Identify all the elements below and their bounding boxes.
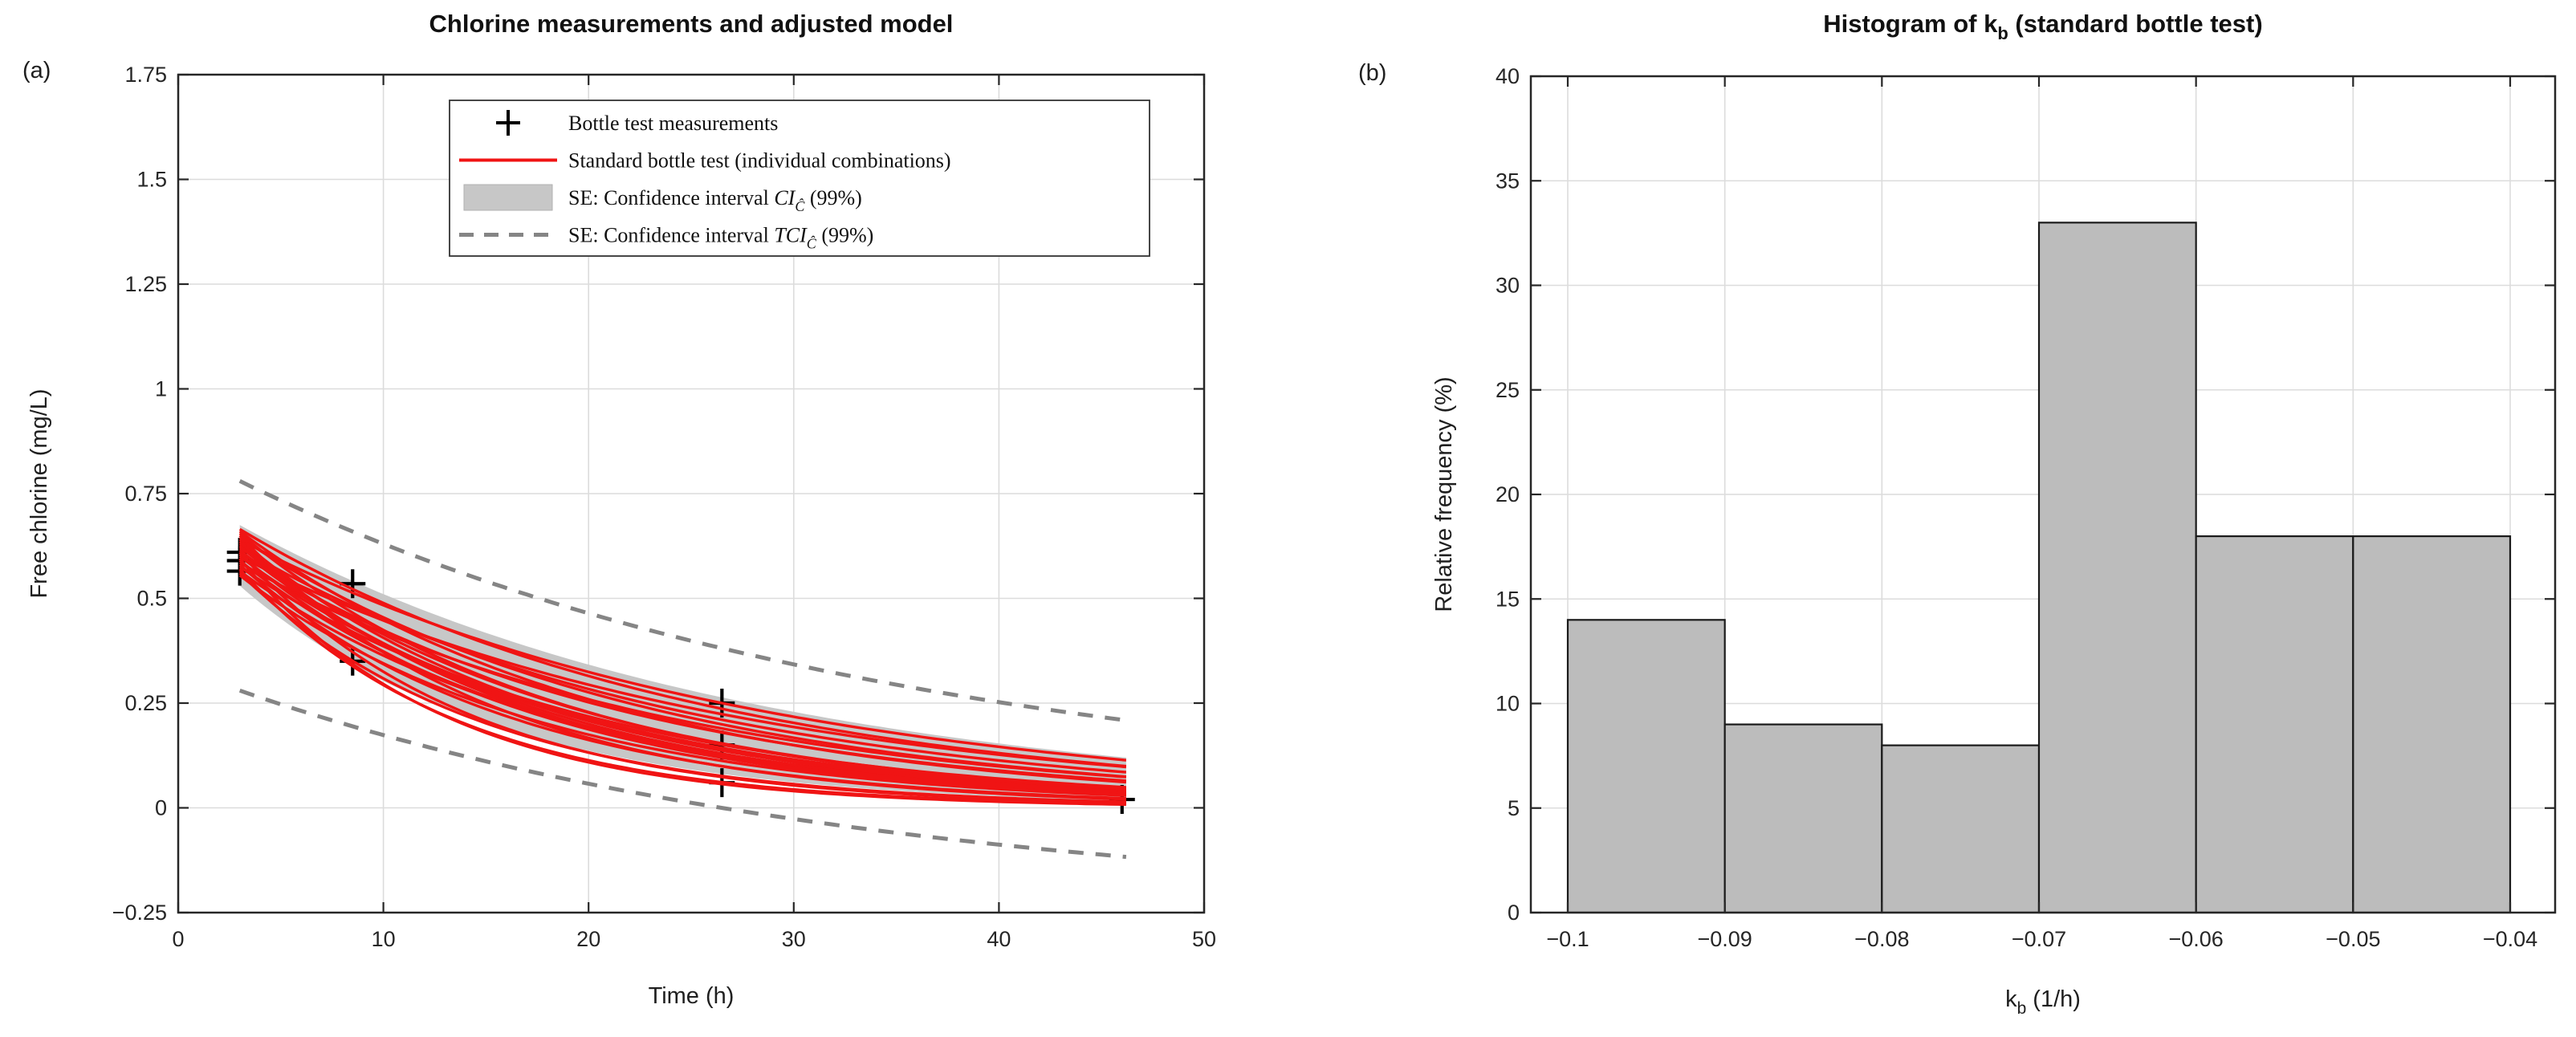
legend-label-segment: Ĉ: [795, 197, 805, 214]
model-curve: [238, 532, 1126, 791]
chart-b-tick-labels: −0.1 −0.09 −0.08 −0.07 −0.06 −0.05 −0.04 0 5 10 15…: [1496, 64, 2537, 951]
x-tick-label: 10: [372, 927, 396, 951]
y-tick-label: 0.75: [124, 482, 167, 506]
tci-upper-bound: [238, 479, 1127, 722]
model-curve: [238, 535, 1126, 801]
legend-label-segment: TCI: [774, 224, 808, 247]
y-tick-label: 1.5: [136, 168, 167, 192]
y-tick-label: 0: [1508, 901, 1520, 925]
legend-plus-icon: [496, 110, 520, 136]
chart-b-xlabel: kb (1/h): [2005, 986, 2081, 1018]
y-tick-label: 40: [1496, 64, 1520, 88]
panel-a-label: (a): [22, 58, 51, 83]
legend-label-segment: CI: [774, 186, 796, 209]
x-tick-label: 0: [172, 927, 184, 951]
histogram-bar: [2037, 222, 2197, 914]
model-curve: [238, 536, 1127, 779]
legend-item-label: SE: Confidence interval CIĈ (99%): [568, 186, 862, 214]
histogram-bar: [2352, 535, 2512, 914]
y-tick-label: −0.25: [112, 901, 167, 925]
y-tick-label: 1: [155, 377, 167, 401]
histogram-bar: [1566, 619, 1726, 914]
text-segment: b: [2017, 999, 2027, 1018]
chart-a-title: Chlorine measurements and adjusted model: [429, 10, 954, 38]
histogram-bar: [1723, 723, 1883, 914]
chart-a-confidence-band: [239, 525, 1126, 801]
x-tick-label: −0.06: [2169, 927, 2224, 951]
x-tick-label: −0.04: [2483, 927, 2537, 951]
chart-a-ticks: [177, 73, 1206, 914]
x-tick-label: 20: [576, 927, 600, 951]
model-curve: [238, 530, 1127, 784]
x-tick-label: −0.1: [1546, 927, 1589, 951]
model-curve: [238, 540, 1126, 797]
y-tick-label: 30: [1496, 274, 1520, 298]
legend-label-segment: Standard bottle test (individual combina…: [568, 149, 951, 173]
y-tick-label: 20: [1496, 482, 1520, 506]
chart-a-model-curves: [238, 527, 1127, 807]
y-tick-label: 10: [1496, 692, 1520, 716]
legend-label-segment: (99%): [804, 186, 861, 209]
y-tick-label: 35: [1496, 169, 1520, 193]
legend-label-segment: Bottle test measurements: [568, 112, 778, 135]
legend-label-segment: (99%): [816, 224, 873, 247]
y-tick-label: 0.5: [136, 587, 167, 611]
y-tick-label: 1.75: [124, 63, 167, 87]
y-tick-label: 0.25: [124, 691, 167, 715]
chart-a-xlabel: Time (h): [649, 983, 735, 1009]
y-tick-label: 25: [1496, 378, 1520, 402]
legend-item-label: Bottle test measurements: [568, 112, 778, 135]
text-segment: Histogram of k: [1823, 10, 1998, 38]
x-tick-label: −0.09: [1698, 927, 1752, 951]
x-tick-label: 30: [782, 927, 806, 951]
model-curve: [238, 557, 1126, 807]
x-tick-label: 50: [1192, 927, 1216, 951]
model-curve: [238, 527, 1127, 768]
chart-b-title: Histogram of kb (standard bottle test): [1823, 10, 2262, 43]
chart-a-ylabel: Free chlorine (mg/L): [26, 388, 52, 598]
y-tick-label: 5: [1508, 796, 1520, 820]
model-curve: [238, 551, 1126, 804]
y-tick-label: 0: [155, 796, 167, 820]
text-segment: (1/h): [2026, 986, 2081, 1012]
x-tick-label: 40: [987, 927, 1011, 951]
x-tick-label: −0.08: [1854, 927, 1909, 951]
legend-item-label: Standard bottle test (individual combina…: [568, 149, 951, 173]
chart-b-ylabel: Relative frequency (%): [1431, 376, 1457, 612]
histogram-bar: [1881, 744, 2041, 914]
text-segment: (standard bottle test): [2008, 10, 2263, 38]
legend-band-patch-icon: [463, 184, 553, 211]
legend-label-segment: Ĉ: [807, 235, 817, 252]
legend-label-segment: SE: Confidence interval: [568, 186, 774, 209]
y-tick-label: 15: [1496, 587, 1520, 611]
chart-a-tci-bounds: [238, 479, 1127, 860]
histogram-bar: [2195, 535, 2354, 914]
text-segment: b: [1997, 23, 2008, 43]
x-tick-label: −0.07: [2012, 927, 2066, 951]
chart-b-ticks: [1531, 75, 2555, 914]
model-curve: [238, 539, 1126, 793]
chart-a-legend: Bottle test measurements Standard bottle …: [449, 100, 1150, 257]
legend-item-label: SE: Confidence interval TCIĈ (99%): [568, 224, 873, 252]
legend-label-segment: SE: Confidence interval: [568, 224, 774, 247]
panel-b-label: (b): [1358, 60, 1386, 86]
legend-box: [449, 100, 1150, 257]
x-tick-label: −0.05: [2326, 927, 2380, 951]
text-segment: k: [2005, 986, 2017, 1012]
ci-band-area: [239, 525, 1126, 801]
model-curve: [238, 538, 1127, 762]
chart-b-bars: [1566, 222, 2512, 914]
y-tick-label: 1.25: [124, 272, 167, 296]
